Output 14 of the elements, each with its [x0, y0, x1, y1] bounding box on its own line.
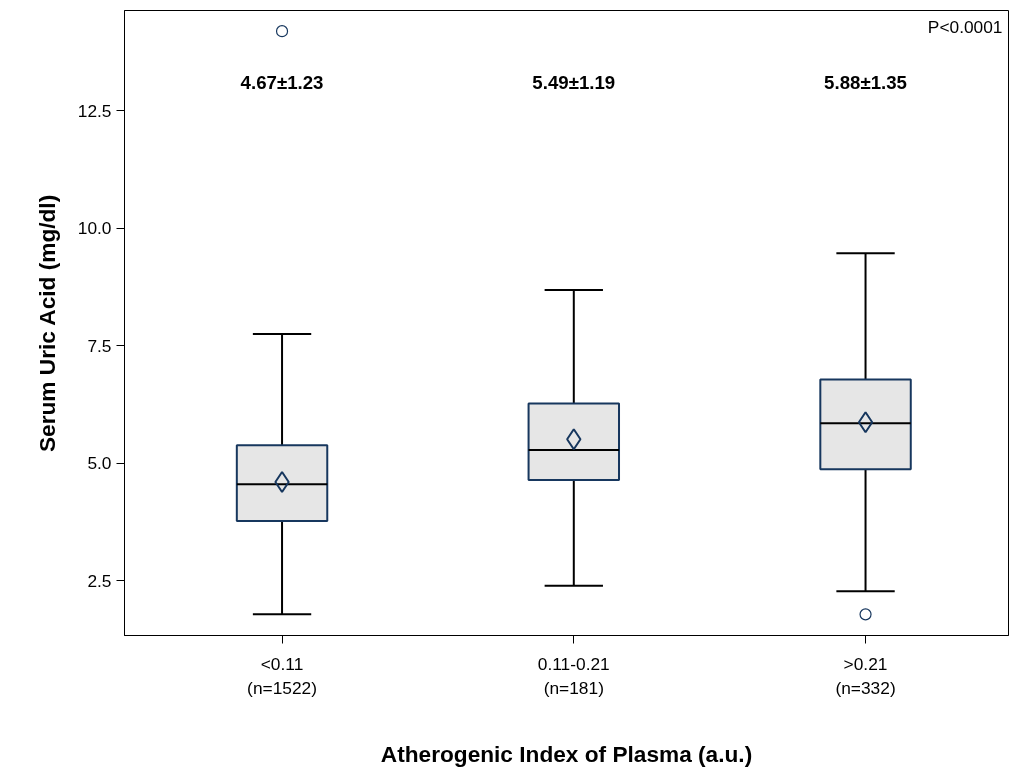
y-tick-label: 5.0 — [87, 453, 112, 474]
annotation: 5.88±1.35 — [824, 72, 907, 93]
y-tick-label: 10.0 — [77, 218, 112, 239]
x-axis-title: Atherogenic Index of Plasma (a.u.) — [380, 740, 753, 767]
x-tick-label: >0.21 (n=332) — [835, 653, 896, 698]
annotation: 5.49±1.19 — [532, 72, 616, 93]
y-axis-title: Serum Uric Acid (mg/dl) — [33, 194, 60, 453]
x-tick-label: 0.11-0.21 (n=181) — [537, 653, 610, 698]
y-tick-label: 12.5 — [77, 100, 112, 121]
annotation: 4.67±1.23 — [240, 72, 324, 93]
x-tick-label: <0.11 (n=1522) — [247, 653, 317, 698]
y-tick-label: 2.5 — [87, 570, 112, 591]
y-tick-label: 7.5 — [87, 335, 112, 356]
annotation: P<0.0001 — [927, 16, 1003, 37]
